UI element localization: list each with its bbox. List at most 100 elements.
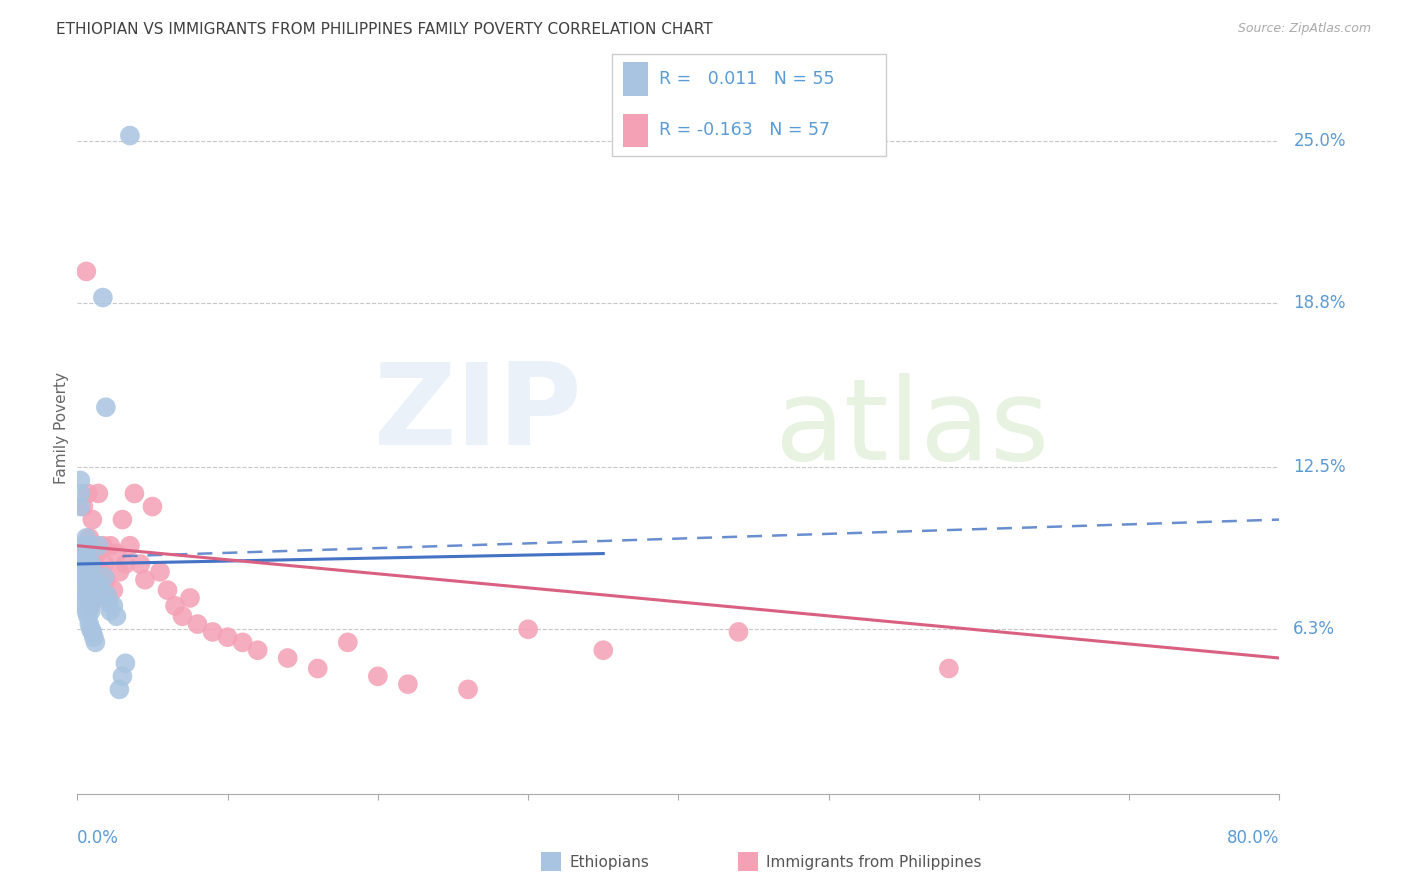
Point [82, 624, 104, 639]
Point [70, 565, 93, 579]
Point [201, 624, 224, 639]
Point [75, 591, 97, 605]
Point [83, 557, 105, 571]
Point [72, 570, 94, 584]
Point [83, 578, 105, 592]
Point [156, 583, 179, 598]
Point [134, 573, 156, 587]
Point [124, 486, 146, 500]
Text: 25.0%: 25.0% [1294, 132, 1346, 150]
Point [70, 557, 93, 571]
Text: R =   0.011   N = 55: R = 0.011 N = 55 [659, 70, 835, 88]
Point [592, 643, 614, 657]
Point [96, 588, 118, 602]
Text: R = -0.163   N = 57: R = -0.163 N = 57 [659, 121, 831, 139]
Point [94, 401, 117, 415]
Point [69, 474, 91, 488]
Point [76, 609, 98, 624]
Text: 12.5%: 12.5% [1294, 458, 1346, 476]
Point [149, 565, 172, 579]
Point [75, 264, 97, 278]
Point [76, 573, 98, 587]
Point [79, 617, 101, 632]
Point [70, 547, 93, 561]
Point [72, 591, 94, 605]
Point [87, 539, 110, 553]
Point [91, 539, 114, 553]
Point [111, 512, 134, 526]
Point [70, 551, 93, 566]
Point [80, 623, 103, 637]
Point [86, 588, 108, 602]
Point [72, 551, 94, 566]
Point [186, 617, 209, 632]
Point [70, 573, 93, 587]
Point [517, 623, 540, 637]
Point [79, 578, 101, 592]
Point [114, 657, 136, 671]
Point [90, 583, 112, 598]
Point [84, 591, 107, 605]
Point [70, 547, 93, 561]
Point [108, 565, 131, 579]
Point [105, 609, 128, 624]
Point [72, 573, 94, 587]
Point [727, 624, 749, 639]
Point [97, 596, 120, 610]
Point [69, 500, 91, 514]
Text: 0.0%: 0.0% [77, 829, 120, 847]
Point [118, 539, 141, 553]
Point [172, 609, 194, 624]
Point [100, 604, 122, 618]
Point [396, 677, 419, 691]
Point [73, 588, 96, 602]
Point [69, 551, 91, 566]
Point [83, 630, 105, 644]
Point [129, 557, 152, 571]
Point [457, 682, 479, 697]
Point [73, 539, 96, 553]
Point [82, 512, 104, 526]
Text: ZIP: ZIP [374, 358, 582, 469]
Point [75, 583, 97, 598]
Point [367, 669, 389, 683]
Point [217, 630, 239, 644]
Point [103, 583, 125, 598]
Point [307, 661, 329, 675]
Point [277, 651, 299, 665]
Point [111, 669, 134, 683]
Point [70, 557, 93, 571]
Point [79, 551, 101, 566]
Point [118, 128, 141, 143]
Point [76, 539, 98, 553]
Text: 6.3%: 6.3% [1294, 620, 1336, 639]
Point [80, 557, 103, 571]
Point [141, 500, 163, 514]
Point [336, 635, 359, 649]
Point [87, 486, 110, 500]
Point [80, 599, 103, 613]
Point [73, 573, 96, 587]
Point [100, 539, 122, 553]
Point [94, 573, 117, 587]
Point [163, 599, 186, 613]
Text: 80.0%: 80.0% [1227, 829, 1279, 847]
Point [89, 578, 111, 592]
Point [86, 547, 108, 561]
Point [73, 565, 96, 579]
Point [93, 570, 115, 584]
Point [246, 643, 269, 657]
Y-axis label: Family Poverty: Family Poverty [53, 372, 69, 484]
Text: Ethiopians: Ethiopians [569, 855, 650, 870]
Point [70, 539, 93, 553]
Point [89, 583, 111, 598]
Point [80, 604, 103, 618]
Point [76, 591, 98, 605]
Point [82, 539, 104, 553]
Point [72, 562, 94, 576]
Point [91, 291, 114, 305]
Point [75, 604, 97, 618]
Point [79, 599, 101, 613]
Point [179, 591, 201, 605]
Point [84, 635, 107, 649]
